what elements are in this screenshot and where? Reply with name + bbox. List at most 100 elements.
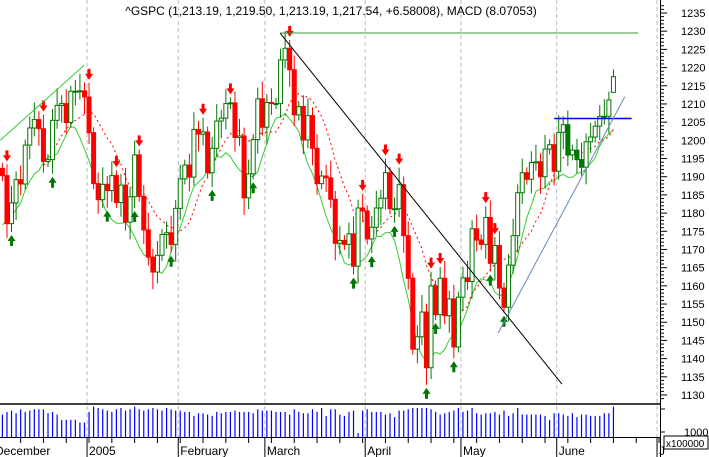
candle-body (145, 229, 151, 258)
candle-body (259, 98, 265, 128)
candle-body (305, 115, 311, 141)
candle-body (414, 336, 420, 350)
candle-body (81, 90, 87, 98)
sell-arrow-icon (226, 83, 235, 95)
candle-body (250, 139, 256, 175)
price-tick-label: 1230 (681, 26, 705, 38)
axes (0, 0, 665, 457)
candle-body (91, 132, 97, 185)
candle-body (597, 115, 603, 127)
candle-body (392, 208, 398, 211)
price-tick-label: 1215 (681, 81, 705, 93)
volume-unit-box (663, 435, 709, 450)
candle-body (154, 254, 160, 273)
buy-arrow-icon (48, 176, 57, 188)
candle-body (469, 228, 475, 282)
candle-body (551, 144, 557, 172)
chart-title: ^GSPC (1,213.19, 1,219.50, 1,213.19, 1,2… (125, 4, 537, 18)
candle-body (77, 90, 83, 93)
price-tick-label: 1235 (681, 8, 705, 20)
candle-body (59, 103, 65, 106)
candle-body (182, 164, 188, 180)
candle-body (465, 277, 471, 282)
candle-body (396, 184, 402, 210)
candle-body (364, 210, 370, 240)
candle-body (328, 177, 334, 200)
candle-body (360, 207, 366, 212)
candle-body (273, 103, 279, 106)
candle-body (104, 183, 110, 192)
candle-body (601, 115, 607, 118)
candle-body (478, 239, 484, 245)
candle-body (496, 244, 502, 289)
month-label: 2005 (89, 444, 116, 457)
price-tick-label: 1190 (681, 172, 705, 184)
candle-body (227, 102, 233, 105)
buy-arrow-icon (167, 255, 176, 267)
candle-body (451, 298, 457, 348)
month-label: June (559, 444, 585, 457)
price-tick-label: 1130 (681, 390, 705, 402)
candle-body (282, 47, 288, 61)
candle-body (387, 172, 393, 210)
candle-body (300, 105, 306, 141)
month-gridlines (86, 0, 658, 437)
price-tick-label: 1170 (681, 244, 705, 256)
candle-body (606, 99, 612, 117)
candle-body (369, 226, 375, 240)
candle-body (419, 311, 425, 338)
candle-body (410, 277, 416, 350)
price-tick-label: 1195 (681, 154, 705, 166)
candle-body (246, 173, 252, 199)
buy-arrow-icon (130, 211, 139, 223)
candle-body (164, 232, 170, 236)
candle-body (610, 76, 616, 93)
candle-body (314, 147, 320, 185)
candle-body (36, 119, 42, 130)
buy-arrow-icon (367, 256, 376, 268)
candle-body (355, 207, 361, 267)
candle-body (214, 120, 220, 149)
candle-body (118, 184, 124, 204)
candle-body (446, 298, 452, 317)
candle-body (168, 232, 174, 245)
candle-body (401, 184, 407, 237)
candle-body (22, 144, 28, 185)
price-tick-label: 1205 (681, 117, 705, 129)
candle-body (378, 197, 384, 209)
buy-arrow-icon (349, 277, 358, 289)
sell-arrow-icon (481, 192, 490, 204)
sell-arrow-icon (381, 144, 390, 156)
candle-body (186, 164, 192, 178)
price-tick-label: 1135 (681, 372, 705, 384)
sell-arrow-icon (2, 150, 11, 162)
candle-body (510, 235, 516, 266)
candle-body (191, 128, 197, 178)
candle-body (332, 198, 338, 244)
candle-body (109, 175, 115, 192)
price-axis: 1235 1230 1225 1220 1215 1210 1205 1200 1195 1190… (661, 5, 705, 402)
candle-body (141, 195, 147, 231)
month-label: May (463, 444, 486, 457)
candle-body (54, 104, 60, 121)
buy-arrow-icon (449, 361, 458, 373)
sell-arrow-icon (358, 179, 367, 191)
candle-body (200, 131, 206, 135)
month-label: February (180, 444, 228, 457)
buy-arrow-icon (103, 210, 112, 222)
sell-arrow-icon (85, 68, 94, 80)
price-tick-label: 1140 (681, 354, 705, 366)
candle-body (547, 144, 553, 150)
buy-arrow-icon (486, 274, 495, 286)
candle-body (405, 235, 411, 279)
candles (0, 31, 616, 385)
sell-arrow-icon (490, 223, 499, 235)
month-label: J (659, 444, 665, 457)
candle-body (323, 175, 329, 179)
candle-body (241, 135, 247, 199)
candle-body (123, 184, 129, 223)
candle-body (209, 147, 215, 174)
price-tick-label: 1150 (681, 317, 705, 329)
price-tick-label: 1145 (681, 335, 705, 347)
